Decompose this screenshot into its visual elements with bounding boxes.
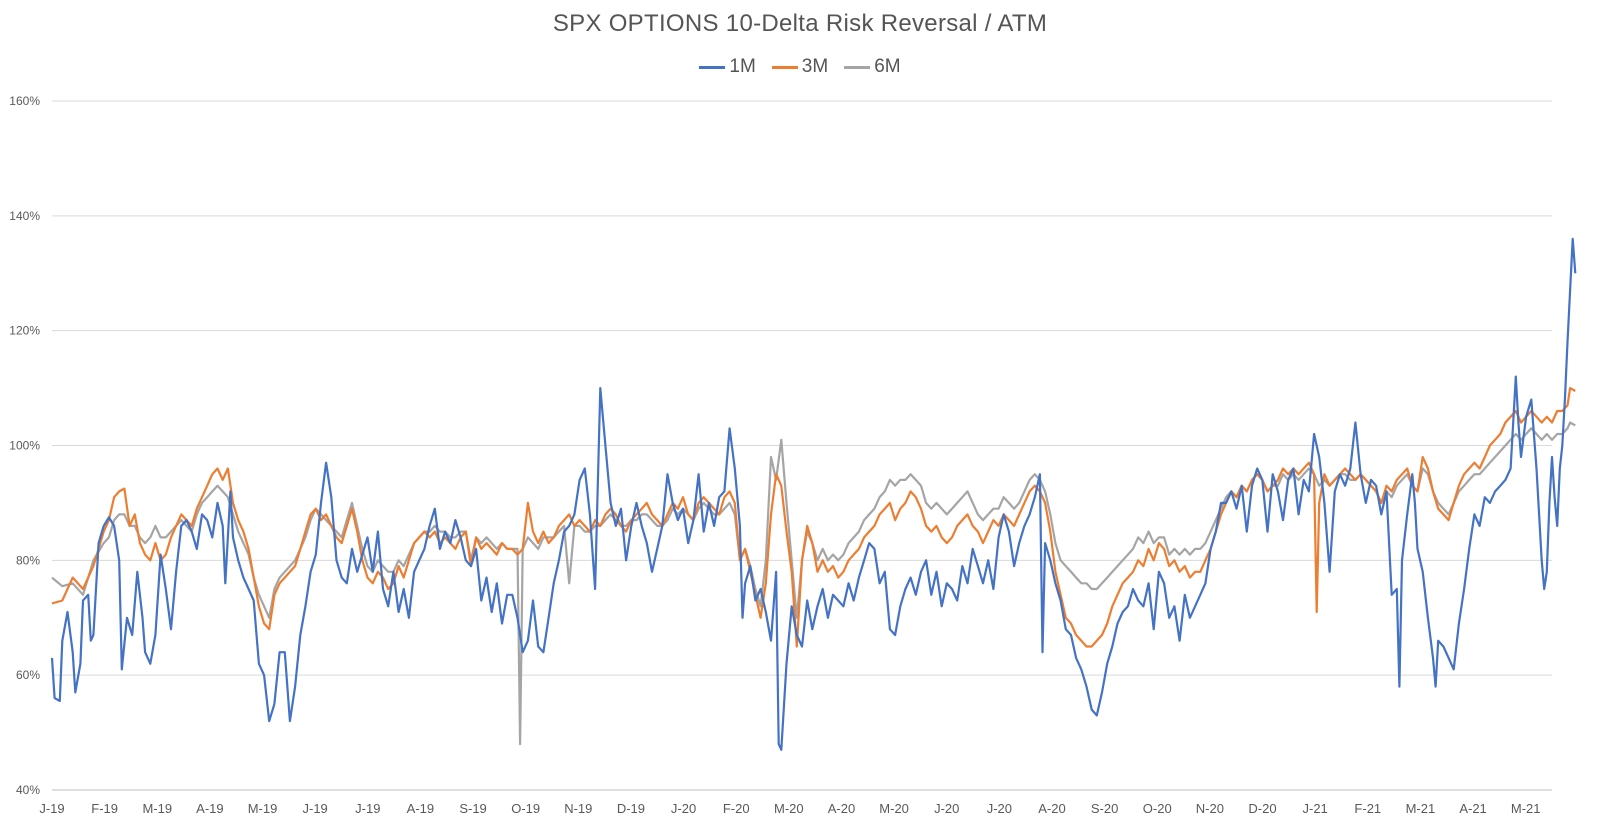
x-tick-label: O-20 xyxy=(1143,801,1172,816)
legend: 1M 3M 6M xyxy=(0,56,1600,78)
legend-item-1m[interactable]: 1M xyxy=(699,56,756,78)
legend-item-3m[interactable]: 3M xyxy=(771,56,829,78)
x-tick-label: J-19 xyxy=(303,801,328,816)
x-tick-label: J-20 xyxy=(671,801,696,816)
x-tick-label: F-19 xyxy=(91,801,118,816)
x-tick-label: A-19 xyxy=(407,801,434,816)
x-tick-label: A-19 xyxy=(196,801,223,816)
x-tick-label: J-21 xyxy=(1303,801,1328,816)
chart-title: SPX OPTIONS 10-Delta Risk Reversal / ATM xyxy=(552,10,1048,37)
y-tick-label: 120% xyxy=(9,324,40,338)
x-tick-label: J-20 xyxy=(934,801,959,816)
y-tick-label: 160% xyxy=(9,94,40,108)
x-tick-label: F-21 xyxy=(1354,801,1381,816)
x-tick-label: A-21 xyxy=(1459,801,1486,816)
x-tick-label: M-21 xyxy=(1406,801,1436,816)
x-tick-label: M-19 xyxy=(248,801,278,816)
x-tick-label: J-20 xyxy=(987,801,1012,816)
x-tick-label: N-20 xyxy=(1196,801,1224,816)
x-tick-label: N-19 xyxy=(564,801,592,816)
y-tick-label: 60% xyxy=(16,668,40,682)
x-tick-label: F-20 xyxy=(723,801,750,816)
series-line-1m xyxy=(50,237,1577,751)
x-tick-label: M-20 xyxy=(879,801,909,816)
x-tick-label: M-21 xyxy=(1511,801,1541,816)
legend-label-3m: 3M xyxy=(801,56,829,77)
series-line-3m xyxy=(51,387,1576,648)
x-tick-label: S-19 xyxy=(459,801,486,816)
legend-swatch-3m xyxy=(771,65,798,69)
x-tick-label: S-20 xyxy=(1091,801,1118,816)
x-tick-label: M-20 xyxy=(774,801,804,816)
x-tick-label: M-19 xyxy=(142,801,172,816)
series-line-6m xyxy=(51,421,1576,746)
legend-swatch-6m xyxy=(844,65,871,69)
legend-swatch-1m xyxy=(699,65,726,69)
legend-item-6m[interactable]: 6M xyxy=(844,56,901,78)
y-tick-label: 80% xyxy=(16,553,40,567)
x-tick-label: A-20 xyxy=(1038,801,1065,816)
y-tick-label: 40% xyxy=(16,783,40,797)
y-tick-label: 140% xyxy=(9,209,40,223)
legend-label-1m: 1M xyxy=(729,56,756,77)
x-tick-label: D-20 xyxy=(1248,801,1276,816)
x-tick-label: O-19 xyxy=(511,801,540,816)
legend-label-6m: 6M xyxy=(874,56,901,77)
x-tick-label: J-19 xyxy=(39,801,64,816)
x-tick-label: J-19 xyxy=(355,801,380,816)
x-tick-label: A-20 xyxy=(828,801,855,816)
y-tick-label: 100% xyxy=(9,439,40,453)
x-tick-label: D-19 xyxy=(617,801,645,816)
